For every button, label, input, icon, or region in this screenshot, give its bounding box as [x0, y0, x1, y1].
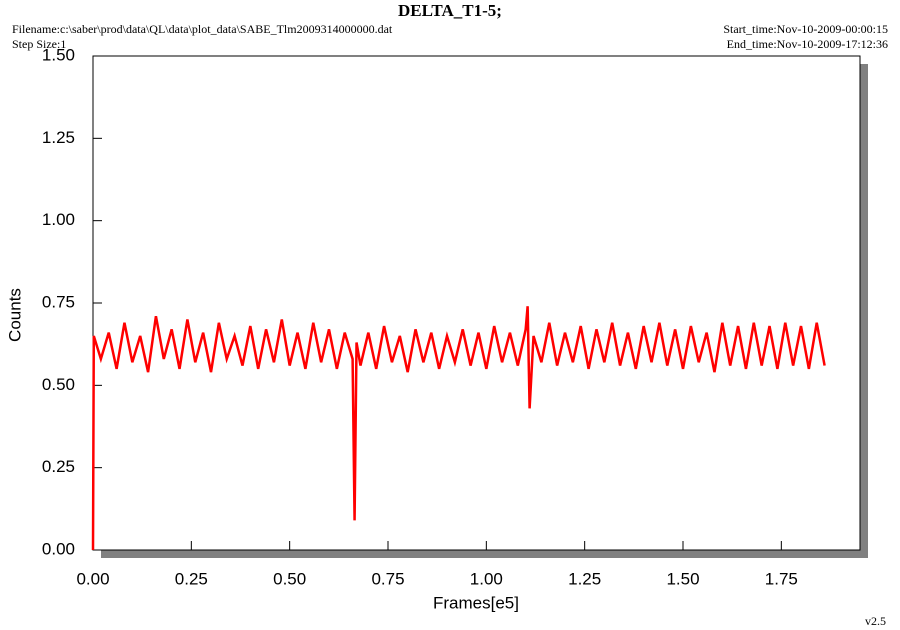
x-tick-label: 1.75 — [765, 569, 798, 588]
x-tick-label: 0.25 — [175, 569, 208, 588]
y-tick-label: 1.50 — [42, 45, 75, 64]
x-axis-label: Frames[e5] — [433, 593, 519, 612]
filename: Filename:c:\saber\prod\data\QL\data\plot… — [12, 22, 393, 36]
x-tick-label: 0.00 — [76, 569, 109, 588]
y-axis-label: Counts — [5, 288, 24, 342]
x-tick-label: 1.00 — [470, 569, 503, 588]
x-tick-label: 1.25 — [568, 569, 601, 588]
x-tick-label: 0.75 — [371, 569, 404, 588]
start-time: Start_time:Nov-10-2009-00:00:15 — [723, 22, 888, 36]
x-tick-label: 0.50 — [273, 569, 306, 588]
end-time: End_time:Nov-10-2009-17:12:36 — [727, 37, 888, 51]
y-tick-label: 1.25 — [42, 128, 75, 147]
y-tick-label: 0.75 — [42, 292, 75, 311]
y-tick-label: 1.00 — [42, 210, 75, 229]
y-tick-label: 0.00 — [42, 539, 75, 558]
step-size: Step Size:1 — [12, 37, 66, 51]
version: v2.5 — [865, 614, 886, 628]
plot-area — [92, 55, 861, 551]
x-tick-label: 1.50 — [666, 569, 699, 588]
chart-title: DELTA_T1-5; — [398, 1, 502, 20]
y-tick-label: 0.50 — [42, 375, 75, 394]
data-line — [91, 306, 826, 551]
y-tick-label: 0.25 — [42, 457, 75, 476]
